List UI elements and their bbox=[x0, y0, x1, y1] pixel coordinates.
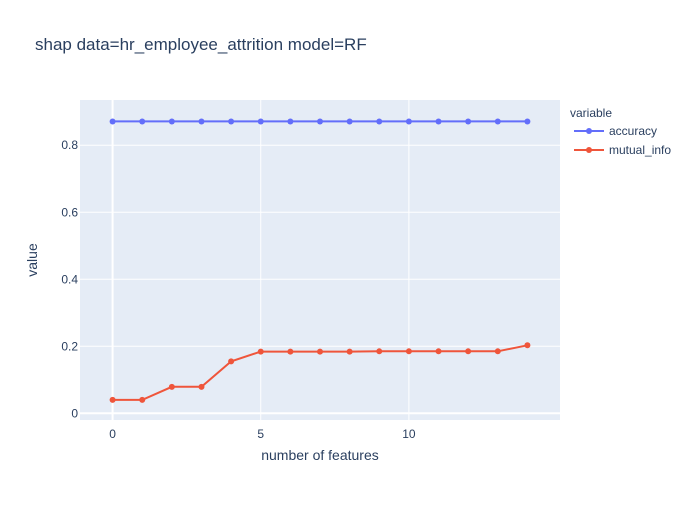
data-point[interactable] bbox=[405, 348, 412, 355]
legend-item-accuracy[interactable]: accuracy bbox=[574, 124, 657, 138]
grid-lines bbox=[80, 100, 560, 420]
data-point[interactable] bbox=[435, 118, 442, 125]
y-tick-label: 0.4 bbox=[61, 272, 78, 286]
data-point[interactable] bbox=[376, 118, 383, 125]
chart-title: shap data=hr_employee_attrition model=RF bbox=[35, 35, 367, 54]
legend-label: accuracy bbox=[609, 124, 657, 138]
legend-label: mutual_info bbox=[609, 143, 671, 157]
data-point[interactable] bbox=[257, 118, 264, 125]
y-tick-label: 0.8 bbox=[61, 138, 78, 152]
data-point[interactable] bbox=[465, 348, 472, 355]
x-axis-label: number of features bbox=[261, 447, 379, 463]
data-point[interactable] bbox=[376, 348, 383, 355]
data-point[interactable] bbox=[346, 118, 353, 125]
legend-swatch-marker bbox=[586, 147, 592, 153]
x-tick-label: 10 bbox=[402, 427, 416, 441]
data-point[interactable] bbox=[109, 118, 116, 125]
data-point[interactable] bbox=[346, 348, 353, 355]
data-point[interactable] bbox=[228, 118, 235, 125]
data-point[interactable] bbox=[317, 348, 323, 355]
y-tick-label: 0.2 bbox=[61, 339, 78, 353]
data-point[interactable] bbox=[287, 348, 294, 355]
legend-swatch-marker bbox=[586, 128, 592, 134]
series-accuracy bbox=[109, 118, 531, 125]
axis-ticks: 0 0.2 0.4 0.6 0.8 0 5 10 bbox=[61, 138, 416, 441]
data-point[interactable] bbox=[435, 348, 442, 355]
data-point[interactable] bbox=[198, 118, 205, 125]
data-point[interactable] bbox=[198, 383, 205, 390]
data-point[interactable] bbox=[257, 348, 264, 355]
data-point[interactable] bbox=[139, 396, 146, 403]
x-tick-label: 0 bbox=[109, 427, 116, 441]
series-layer bbox=[109, 118, 531, 403]
data-point[interactable] bbox=[524, 342, 531, 349]
plot-area bbox=[80, 100, 560, 420]
data-point[interactable] bbox=[228, 358, 235, 365]
data-point[interactable] bbox=[494, 118, 501, 125]
data-point[interactable] bbox=[524, 118, 531, 125]
legend-title: variable bbox=[570, 106, 612, 120]
data-point[interactable] bbox=[109, 396, 116, 403]
y-tick-label: 0 bbox=[71, 406, 78, 420]
legend-item-mutual-info[interactable]: mutual_info bbox=[574, 143, 671, 157]
data-point[interactable] bbox=[494, 348, 501, 355]
x-tick-label: 5 bbox=[257, 427, 264, 441]
legend: variable accuracy mutual_info bbox=[570, 106, 671, 157]
y-tick-label: 0.6 bbox=[61, 205, 78, 219]
data-point[interactable] bbox=[139, 118, 146, 125]
data-point[interactable] bbox=[168, 383, 175, 390]
series-mutual-info bbox=[109, 342, 531, 403]
y-axis-label: value bbox=[24, 243, 40, 277]
data-point[interactable] bbox=[465, 118, 472, 125]
data-point[interactable] bbox=[405, 118, 412, 125]
data-point[interactable] bbox=[168, 118, 175, 125]
data-point[interactable] bbox=[317, 118, 323, 125]
data-point[interactable] bbox=[287, 118, 294, 125]
